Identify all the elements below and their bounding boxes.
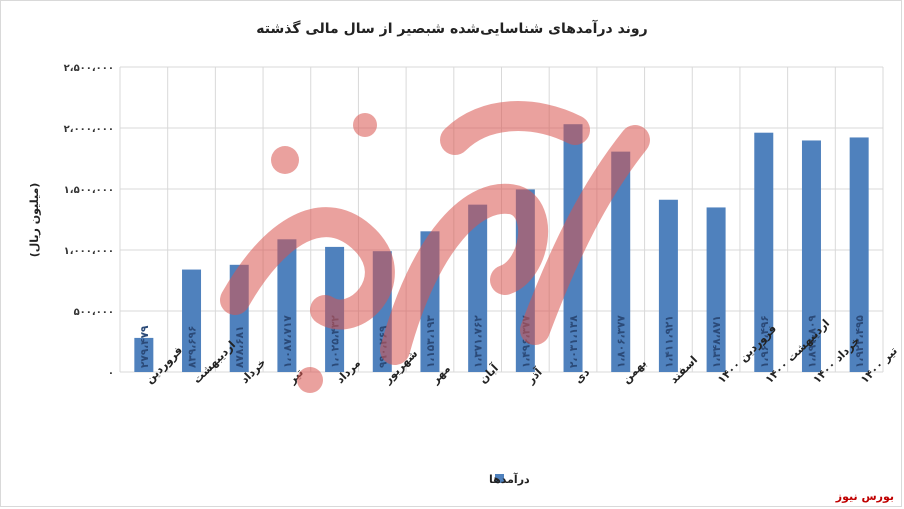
data-label: ۲،۰۳۱،۱۳۸ — [568, 315, 580, 368]
data-label: ۱،۳۴۸،۸۷۱ — [711, 315, 723, 368]
data-label: ۲۷۹،۴۷۹ — [139, 325, 151, 368]
legend-swatch — [495, 474, 504, 483]
data-label: ۱،۱۵۳،۱۹۳ — [425, 315, 437, 368]
legend: درآمدها — [489, 472, 530, 486]
source-credit: بورس نیوز — [835, 490, 894, 503]
y-tick-label: ۲،۰۰۰،۰۰۰ — [64, 124, 114, 135]
y-axis-ticks: ۰ ۵۰۰،۰۰۰ ۱،۰۰۰،۰۰۰ ۱،۵۰۰،۰۰۰ ۲،۰۰۰،۰۰۰ ۲،۵۰۰… — [64, 63, 114, 379]
data-label: ۸۷۸،۶۸۱ — [234, 326, 246, 368]
y-tick-label: ۵۰۰،۰۰۰ — [74, 307, 114, 318]
data-label: ۱،۰۲۵،۴۳۲ — [330, 315, 342, 368]
data-label: ۸۳۹،۶۹۶ — [187, 326, 199, 368]
data-label: ۱،۹۶۱،۴۹۶ — [759, 315, 771, 368]
bar — [849, 137, 869, 372]
y-axis-label: (میلیون ریال) — [28, 183, 41, 258]
bar — [658, 199, 678, 372]
legend-label: درآمدها — [489, 472, 530, 486]
bar — [134, 337, 154, 372]
y-tick-label: ۰ — [108, 368, 114, 379]
bar — [754, 132, 774, 372]
y-tick-label: ۲،۵۰۰،۰۰۰ — [64, 63, 114, 74]
data-label: ۱،۰۸۷،۷۱۷ — [282, 315, 294, 368]
chart-title: روند درآمدهای شناسایی‌شده شبصیر از سال م… — [256, 19, 647, 37]
bar — [706, 207, 726, 372]
y-tick-label: ۱،۵۰۰،۰۰۰ — [64, 185, 114, 196]
bar — [801, 140, 821, 372]
data-label: ۱،۴۹۶،۳۷۷ — [520, 315, 532, 368]
data-label: ۱،۴۱۱،۹۲۱ — [663, 315, 675, 368]
data-label: ۱،۹۲۲،۴۹۵ — [854, 315, 866, 368]
data-label: ۹۹۰،۲۶۹ — [377, 325, 389, 368]
data-label: ۱،۸۰۶،۳۷۷ — [616, 315, 628, 368]
bar — [182, 269, 202, 372]
data-label: ۱،۳۷۱،۷۶۲ — [473, 315, 485, 368]
y-tick-label: ۱،۰۰۰،۰۰۰ — [64, 246, 114, 257]
data-label: ۱،۸۹۷،۸۰۹ — [806, 315, 818, 368]
